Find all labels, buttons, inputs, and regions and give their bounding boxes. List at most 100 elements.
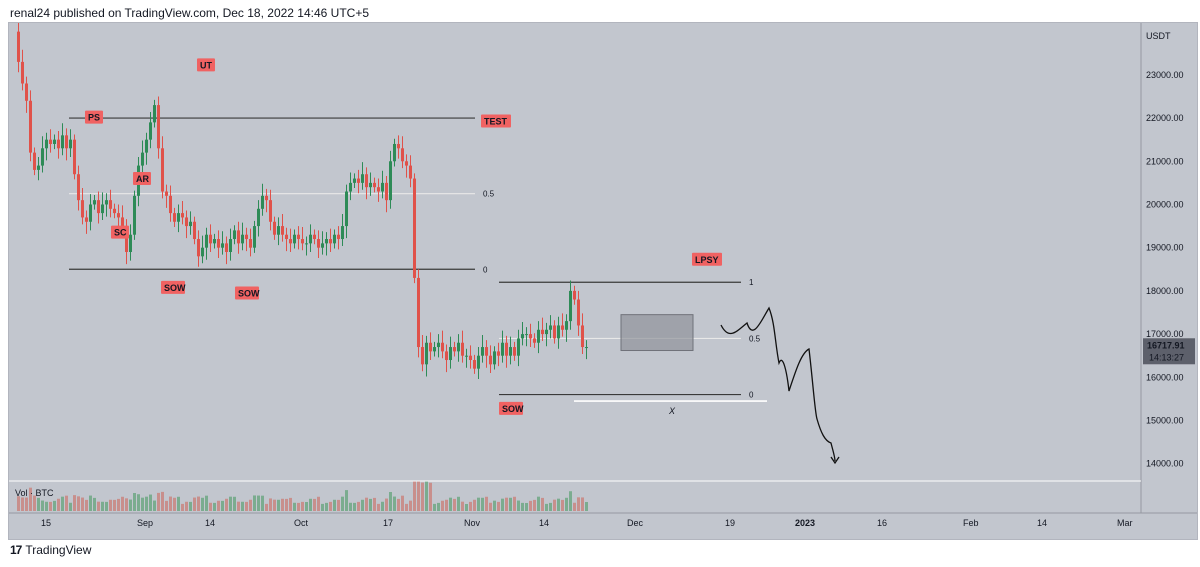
- time-tick-label: 17: [383, 518, 393, 528]
- candle-body: [389, 161, 392, 201]
- volume-bar: [177, 496, 180, 511]
- volume-bar: [269, 498, 272, 511]
- candle-body: [353, 178, 356, 183]
- volume-bar: [569, 491, 572, 511]
- candle-body: [45, 139, 48, 149]
- candle-body: [85, 217, 88, 222]
- candle-body: [533, 338, 536, 343]
- candle-body: [473, 360, 476, 369]
- candle-body: [321, 243, 324, 248]
- volume-bar: [153, 500, 156, 511]
- candle-body: [113, 208, 116, 214]
- fib-level-label: 1: [749, 278, 754, 287]
- marker-badge: [499, 401, 523, 415]
- volume-bar: [17, 496, 20, 511]
- time-tick-label: Dec: [627, 518, 644, 528]
- volume-bar: [401, 495, 404, 511]
- volume-bar: [385, 498, 388, 511]
- volume-bar: [485, 496, 488, 511]
- candle-body: [329, 239, 332, 244]
- volume-bar: [457, 496, 460, 511]
- volume-bar: [325, 502, 328, 511]
- volume-bar: [25, 497, 28, 511]
- volume-bar: [429, 482, 432, 511]
- volume-bar: [61, 496, 64, 511]
- volume-bar: [561, 499, 564, 511]
- candle-body: [413, 178, 416, 278]
- candle-body: [213, 239, 216, 244]
- volume-bar: [533, 499, 536, 511]
- candle-body: [189, 221, 192, 227]
- volume-bar: [161, 491, 164, 511]
- candle-body: [249, 239, 252, 248]
- candle-body: [333, 234, 336, 244]
- candle-body: [21, 61, 24, 84]
- time-tick-label: 14: [539, 518, 549, 528]
- candle-body: [557, 325, 560, 339]
- time-tick-label: Mar: [1117, 518, 1133, 528]
- volume-bar: [273, 499, 276, 511]
- marker-label: SOW: [164, 283, 186, 293]
- candle-body: [53, 139, 56, 144]
- candle-body: [449, 347, 452, 361]
- candle-body: [289, 239, 292, 244]
- candle-body: [109, 200, 112, 209]
- candle-body: [237, 230, 240, 244]
- volume-bar: [149, 494, 152, 511]
- volume-bar: [405, 503, 408, 511]
- candle-body: [69, 139, 72, 149]
- volume-bar: [265, 503, 268, 511]
- candle-body: [385, 182, 388, 201]
- candle-body: [369, 182, 372, 188]
- projection-arrow-icon: [830, 456, 840, 465]
- candle-body: [397, 143, 400, 149]
- candle-body: [461, 342, 464, 356]
- volume-bar: [197, 496, 200, 511]
- volume-bar: [41, 500, 44, 511]
- candle-body: [453, 347, 456, 352]
- volume-bar: [521, 502, 524, 511]
- candle-body: [489, 355, 492, 365]
- candle-body: [285, 234, 288, 240]
- price-tick-label: 14000.00: [1146, 459, 1184, 469]
- candle-body: [193, 221, 196, 240]
- volume-bar: [69, 502, 72, 511]
- candle-body: [225, 243, 228, 252]
- tradingview-brand[interactable]: 17 TradingView: [10, 543, 91, 557]
- candle-body: [165, 191, 168, 196]
- price-tick-label: 22000.00: [1146, 113, 1184, 123]
- volume-bar: [497, 501, 500, 511]
- time-tick-label: 14: [205, 518, 215, 528]
- volume-bar: [549, 502, 552, 511]
- currency-label: USDT: [1146, 31, 1171, 41]
- candle-body: [25, 83, 28, 101]
- volume-bar: [417, 481, 420, 511]
- candle-body: [581, 325, 584, 348]
- candle-body: [61, 135, 64, 149]
- volume-bar: [473, 499, 476, 511]
- volume-bar: [465, 504, 468, 511]
- candle-body: [485, 347, 488, 356]
- volume-bar: [37, 497, 40, 511]
- candle-body: [437, 342, 440, 348]
- volume-bar: [505, 497, 508, 511]
- candle-body: [241, 234, 244, 244]
- candle-body: [217, 239, 220, 248]
- candle-body: [117, 213, 120, 218]
- volume-bar: [557, 498, 560, 511]
- volume-bar: [409, 500, 412, 511]
- last-price-label: 16717.91: [1147, 340, 1185, 350]
- volume-bar: [333, 499, 336, 511]
- candle-body: [93, 200, 96, 205]
- candle-body: [253, 226, 256, 248]
- time-tick-label: 2023: [795, 518, 815, 528]
- volume-bar: [413, 481, 416, 511]
- volume-bar: [545, 503, 548, 511]
- volume-bar: [189, 501, 192, 511]
- volume-bar: [137, 494, 140, 511]
- volume-bar: [449, 497, 452, 511]
- volume-bar: [65, 495, 68, 511]
- candle-body: [549, 325, 552, 330]
